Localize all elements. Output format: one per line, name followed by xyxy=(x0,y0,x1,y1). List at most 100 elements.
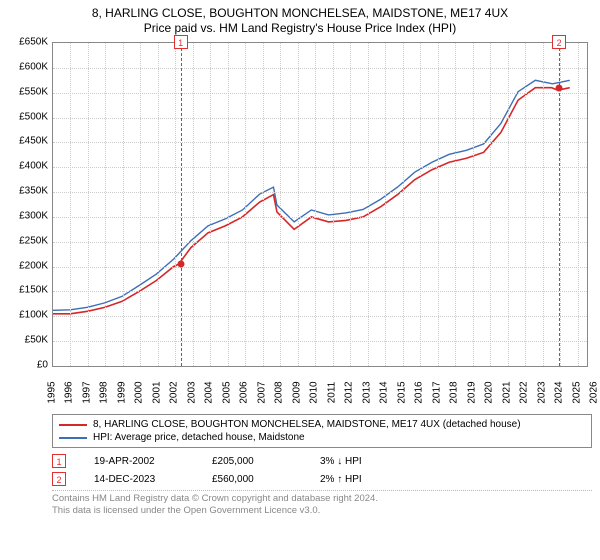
y-tick-label: £600K xyxy=(19,61,48,72)
event-table: 119-APR-2002£205,0003% ↓ HPI214-DEC-2023… xyxy=(52,452,592,488)
y-tick-label: £0 xyxy=(37,360,48,371)
x-tick-label: 1996 xyxy=(64,381,75,403)
x-tick-label: 2006 xyxy=(239,381,250,403)
legend-swatch xyxy=(59,424,87,426)
x-tick-label: 2018 xyxy=(449,381,460,403)
gridline-vertical xyxy=(438,43,439,366)
event-dot-2 xyxy=(556,84,563,91)
gridline-vertical xyxy=(525,43,526,366)
legend-row: HPI: Average price, detached house, Maid… xyxy=(59,431,585,444)
footer-line-2: This data is licensed under the Open Gov… xyxy=(52,505,592,517)
gridline-vertical xyxy=(298,43,299,366)
event-hpi-delta: 2% ↑ HPI xyxy=(320,474,400,485)
plot-area: 12 xyxy=(52,42,588,367)
gridline-vertical xyxy=(560,43,561,366)
event-line-2 xyxy=(559,43,560,366)
gridline-vertical xyxy=(210,43,211,366)
x-tick-label: 2019 xyxy=(466,381,477,403)
gridline-vertical xyxy=(105,43,106,366)
chart-title: 8, HARLING CLOSE, BOUGHTON MONCHELSEA, M… xyxy=(8,6,592,36)
gridline-vertical xyxy=(508,43,509,366)
series-line-hpi xyxy=(53,80,570,310)
x-tick-label: 2004 xyxy=(204,381,215,403)
x-tick-label: 2000 xyxy=(134,381,145,403)
event-date: 19-APR-2002 xyxy=(94,456,184,467)
event-marker-1: 1 xyxy=(174,35,188,49)
gridline-vertical xyxy=(473,43,474,366)
event-table-marker: 1 xyxy=(52,454,66,468)
legend-row: 8, HARLING CLOSE, BOUGHTON MONCHELSEA, M… xyxy=(59,418,585,431)
x-tick-label: 1995 xyxy=(47,381,58,403)
y-tick-label: £550K xyxy=(19,86,48,97)
x-tick-label: 2005 xyxy=(221,381,232,403)
event-marker-2: 2 xyxy=(552,35,566,49)
gridline-vertical xyxy=(88,43,89,366)
x-tick-label: 2007 xyxy=(256,381,267,403)
gridline-vertical xyxy=(315,43,316,366)
x-tick-label: 2013 xyxy=(361,381,372,403)
gridline-vertical xyxy=(263,43,264,366)
event-dot-1 xyxy=(177,261,184,268)
y-axis: £0£50K£100K£150K£200K£250K£300K£350K£400… xyxy=(8,42,52,367)
y-tick-label: £100K xyxy=(19,310,48,321)
x-tick-label: 2001 xyxy=(151,381,162,403)
x-axis: 1995199619971998199920002001200220032004… xyxy=(52,367,588,409)
x-tick-label: 2022 xyxy=(519,381,530,403)
gridline-vertical xyxy=(420,43,421,366)
x-tick-label: 2011 xyxy=(326,382,337,404)
event-price: £560,000 xyxy=(212,474,292,485)
gridline-vertical xyxy=(385,43,386,366)
x-tick-label: 2023 xyxy=(536,381,547,403)
gridline-vertical xyxy=(350,43,351,366)
x-tick-label: 1998 xyxy=(99,381,110,403)
event-table-row: 1 19-APR-2002 £205,000 3% ↓ HPI xyxy=(52,452,592,470)
x-tick-label: 2021 xyxy=(501,381,512,403)
legend-label: HPI: Average price, detached house, Maid… xyxy=(93,432,305,443)
x-tick-label: 2016 xyxy=(414,381,425,403)
y-tick-label: £200K xyxy=(19,260,48,271)
x-tick-label: 2003 xyxy=(186,381,197,403)
x-tick-label: 2026 xyxy=(589,381,600,403)
y-tick-label: £150K xyxy=(19,285,48,296)
y-tick-label: £650K xyxy=(19,37,48,48)
y-tick-label: £250K xyxy=(19,235,48,246)
gridline-vertical xyxy=(175,43,176,366)
gridline-vertical xyxy=(245,43,246,366)
gridline-vertical xyxy=(455,43,456,366)
x-tick-label: 2014 xyxy=(379,381,390,403)
footer-line-1: Contains HM Land Registry data © Crown c… xyxy=(52,493,592,505)
title-line-2: Price paid vs. HM Land Registry's House … xyxy=(8,21,592,36)
y-tick-label: £500K xyxy=(19,111,48,122)
gridline-vertical xyxy=(578,43,579,366)
x-tick-label: 2002 xyxy=(169,381,180,403)
x-tick-label: 2008 xyxy=(274,381,285,403)
x-tick-label: 2024 xyxy=(554,381,565,403)
y-tick-label: £450K xyxy=(19,136,48,147)
event-hpi-delta: 3% ↓ HPI xyxy=(320,456,400,467)
gridline-vertical xyxy=(543,43,544,366)
legend-label: 8, HARLING CLOSE, BOUGHTON MONCHELSEA, M… xyxy=(93,419,521,430)
x-tick-label: 1997 xyxy=(81,381,92,403)
gridline-vertical xyxy=(490,43,491,366)
gridline-vertical xyxy=(70,43,71,366)
y-tick-label: £300K xyxy=(19,210,48,221)
legend: 8, HARLING CLOSE, BOUGHTON MONCHELSEA, M… xyxy=(52,414,592,448)
gridline-vertical xyxy=(123,43,124,366)
event-price: £205,000 xyxy=(212,456,292,467)
gridline-vertical xyxy=(193,43,194,366)
gridline-vertical xyxy=(333,43,334,366)
event-table-row: 214-DEC-2023£560,0002% ↑ HPI xyxy=(52,470,592,488)
x-tick-label: 2025 xyxy=(571,381,582,403)
x-tick-label: 2012 xyxy=(344,381,355,403)
x-tick-label: 2020 xyxy=(484,381,495,403)
x-tick-label: 2009 xyxy=(291,381,302,403)
gridline-vertical xyxy=(403,43,404,366)
gridline-vertical xyxy=(280,43,281,366)
legend-swatch xyxy=(59,437,87,439)
y-tick-label: £350K xyxy=(19,186,48,197)
x-tick-label: 1999 xyxy=(116,381,127,403)
y-tick-label: £50K xyxy=(25,335,48,346)
gridline-vertical xyxy=(158,43,159,366)
gridline-vertical xyxy=(368,43,369,366)
x-tick-label: 2017 xyxy=(431,381,442,403)
